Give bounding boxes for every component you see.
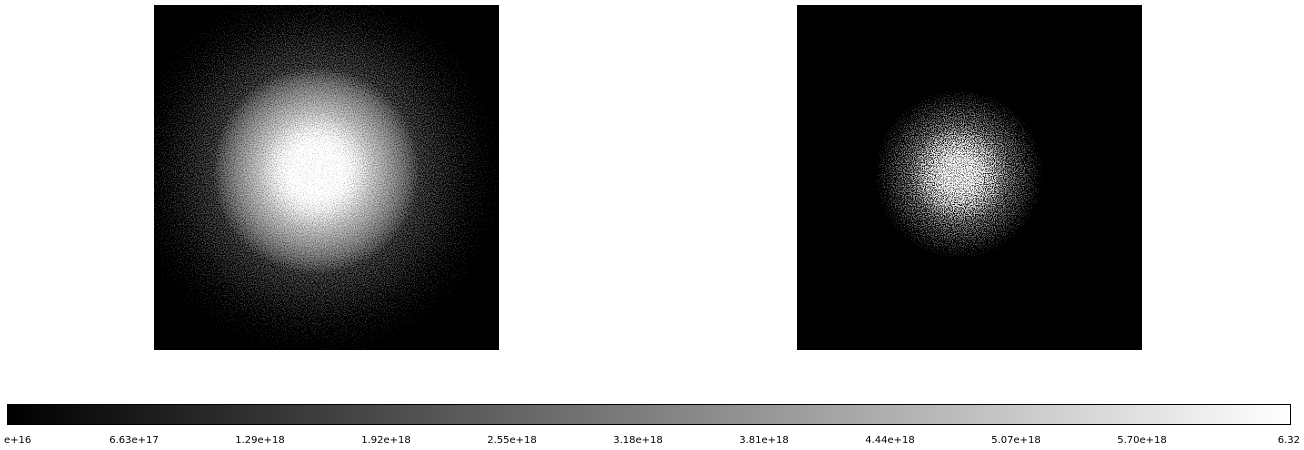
- colorbar-label: 5.70e+18: [1117, 435, 1167, 446]
- colorbar-label: 1.29e+18: [235, 435, 285, 446]
- colorbar-label: e+16: [4, 435, 31, 446]
- right-image: [797, 5, 1142, 350]
- colorbar-label: 3.81e+18: [739, 435, 789, 446]
- colorbar-label: 4.44e+18: [865, 435, 915, 446]
- colorbar-label: 1.92e+18: [361, 435, 411, 446]
- colorbar: [8, 405, 1291, 425]
- colorbar-label: 2.55e+18: [487, 435, 537, 446]
- colorbar-label: 5.07e+18: [991, 435, 1041, 446]
- colorbar-label: 6.63e+17: [109, 435, 159, 446]
- colorbar-labels: e+16 6.63e+17 1.29e+18 1.92e+18 2.55e+18 3.18…: [4, 435, 1300, 446]
- page: e+16 6.63e+17 1.29e+18 1.92e+18 2.55e+18 3.18…: [0, 0, 1304, 450]
- colorbar-label: 6.32: [1278, 435, 1300, 446]
- left-image: [154, 5, 499, 350]
- colorbar-label: 3.18e+18: [613, 435, 663, 446]
- viewer: e+16 6.63e+17 1.29e+18 1.92e+18 2.55e+18 3.18…: [0, 0, 1304, 450]
